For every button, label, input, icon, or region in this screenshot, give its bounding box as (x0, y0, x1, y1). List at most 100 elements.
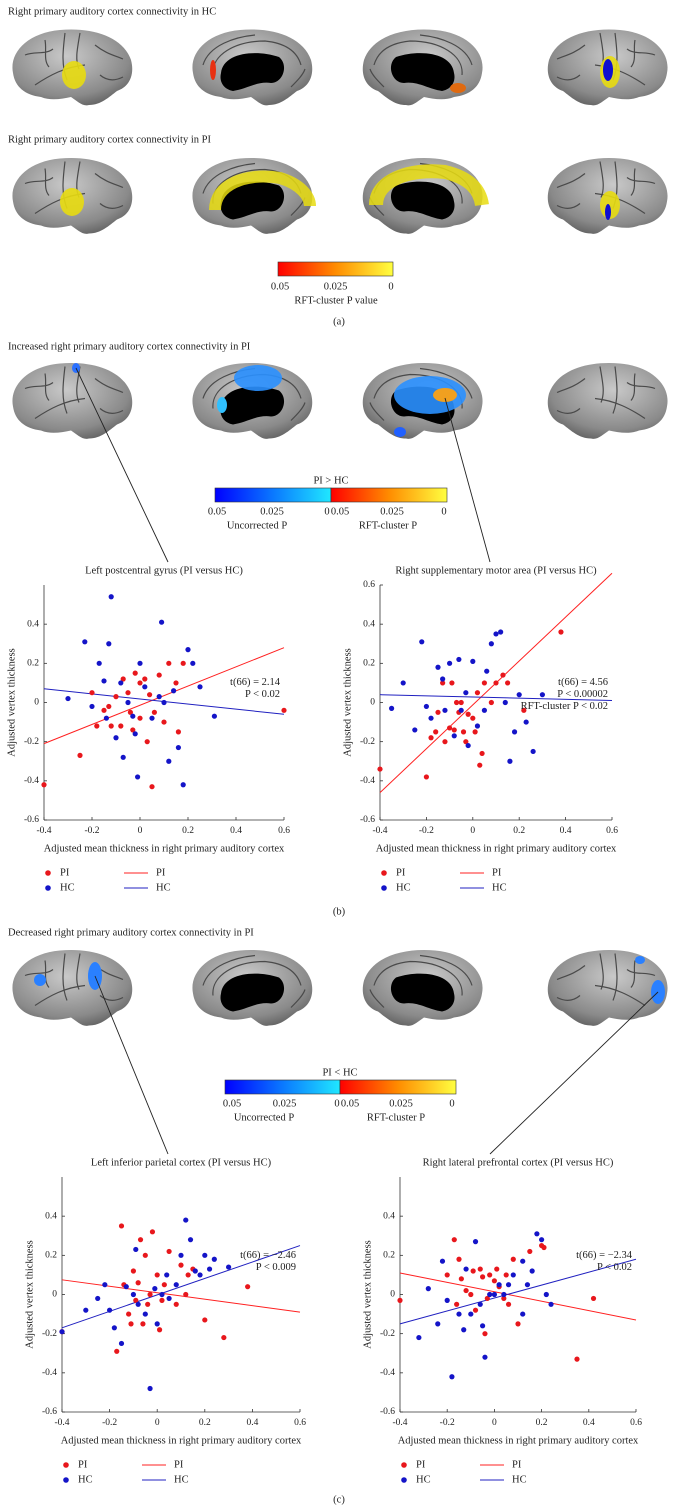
data-point (245, 1284, 251, 1290)
x-tick-label: 0.4 (583, 1418, 595, 1428)
x-axis-label: Adjusted mean thickness in right primary… (61, 1435, 302, 1446)
data-point (166, 1248, 172, 1255)
data-point (461, 1327, 467, 1333)
data-point (132, 670, 138, 676)
legend-marker (401, 1477, 407, 1483)
chart-title: Right supplementary motor area (PI versu… (395, 565, 597, 576)
data-point (128, 1321, 134, 1327)
connector-line (444, 397, 491, 563)
data-point (444, 1272, 450, 1278)
data-point (166, 758, 172, 764)
annotation: t(66) = −2.46 (240, 1250, 296, 1261)
legend-label: HC (156, 882, 171, 893)
chart-title: Left postcentral gyrus (PI versus HC) (85, 565, 243, 576)
brain-lateral (11, 362, 133, 440)
data-point (161, 1282, 167, 1288)
data-point (468, 1291, 474, 1298)
legend-marker (401, 1462, 407, 1468)
activation-blob (394, 376, 466, 414)
x-tick-label: 0.4 (560, 826, 572, 836)
data-point (178, 1262, 184, 1268)
data-point (149, 715, 155, 721)
panel-label: (b) (333, 906, 346, 917)
colorbar-tick-label: 0.05 (208, 506, 226, 517)
y-tick-label: 0 (390, 1290, 395, 1300)
data-point (474, 690, 481, 696)
colorbar-tick-label: 0.05 (341, 1098, 359, 1109)
data-point (463, 1287, 469, 1294)
data-point (507, 758, 513, 764)
data-point (113, 694, 119, 700)
y-tick-label: -0.4 (380, 1368, 395, 1378)
data-point (142, 1252, 148, 1258)
data-point (456, 1311, 462, 1317)
data-point (419, 639, 425, 645)
data-point (96, 660, 102, 666)
colorbar-tick-label: 0.025 (260, 506, 284, 517)
legend-label: HC (512, 1474, 527, 1485)
data-point (118, 723, 124, 729)
data-point (494, 1266, 500, 1272)
data-point (159, 1297, 165, 1303)
data-point (524, 1282, 531, 1288)
data-point (465, 711, 471, 717)
data-point (185, 1272, 191, 1278)
data-point (106, 641, 112, 647)
data-point (458, 699, 464, 706)
data-point (202, 1317, 208, 1323)
y-tick-label: 0 (370, 698, 375, 708)
data-point (488, 699, 494, 706)
data-point (65, 695, 71, 702)
legend-marker (45, 885, 51, 891)
data-point (468, 1311, 474, 1317)
data-point (178, 1252, 184, 1258)
data-point (107, 1307, 113, 1313)
y-axis-label: Adjusted vertex thickness (362, 1240, 373, 1348)
y-tick-label: 0.4 (27, 619, 39, 629)
data-point (130, 1291, 136, 1298)
x-tick-label: 0.6 (606, 826, 618, 836)
data-point (477, 1266, 483, 1272)
data-point (444, 1297, 450, 1303)
activation-blob (234, 365, 282, 391)
legend-marker (63, 1462, 69, 1468)
data-point (487, 1272, 493, 1278)
data-point (474, 723, 481, 729)
x-axis-label: Adjusted mean thickness in right primary… (376, 843, 617, 854)
legend-marker (45, 870, 51, 876)
colorbar (339, 1079, 457, 1095)
data-point (590, 1295, 597, 1302)
data-point (183, 1217, 189, 1223)
legend-label: PI (396, 867, 406, 878)
data-point (484, 668, 490, 674)
data-point (463, 1266, 469, 1272)
data-point (154, 1321, 160, 1327)
legend-label: HC (60, 882, 75, 893)
legend-label: HC (396, 882, 411, 893)
y-tick-label: 0 (52, 1290, 57, 1300)
data-point (147, 692, 153, 698)
data-point (481, 680, 487, 686)
x-axis-label: Adjusted mean thickness in right primary… (44, 843, 285, 854)
data-point (173, 680, 179, 686)
data-point (447, 660, 453, 666)
data-point (530, 748, 536, 755)
data-point (185, 647, 191, 653)
fit-line (43, 647, 285, 745)
data-point (510, 1272, 516, 1278)
colorbar-caption: Uncorrected P (234, 1112, 295, 1123)
data-point (516, 692, 522, 698)
activation-blob (60, 188, 84, 216)
legend-label: HC (78, 1474, 93, 1485)
activation-blob (62, 61, 86, 89)
x-tick-label: -0.4 (372, 826, 387, 836)
brain-medial (191, 949, 313, 1027)
data-point (501, 1291, 507, 1298)
data-point (487, 1291, 493, 1298)
data-point (180, 660, 186, 666)
colorbar-tick-label: 0 (388, 281, 393, 292)
x-tick-label: -0.4 (392, 1418, 407, 1428)
x-tick-label: -0.4 (36, 826, 51, 836)
data-point (130, 713, 136, 719)
